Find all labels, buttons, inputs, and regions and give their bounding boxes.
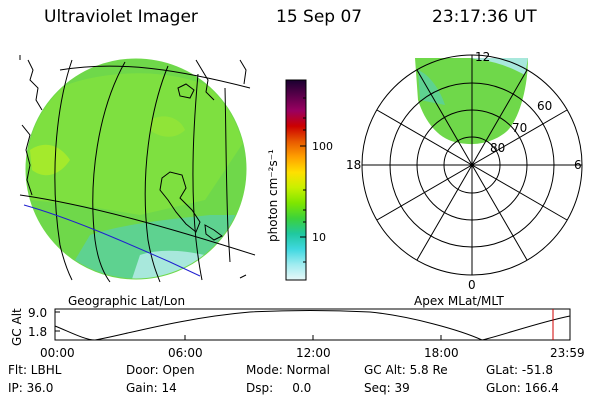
geo-map-label: Geographic Lat/Lon <box>68 294 185 308</box>
mlt-label-6: 6 <box>574 158 582 172</box>
instrument-title: Ultraviolet Imager <box>44 7 198 27</box>
glon-status: GLon: 166.4 <box>486 381 559 395</box>
seq-status: Seq: 39 <box>364 381 410 395</box>
observation-date: 15 Sep 07 <box>276 7 363 27</box>
mlt-label-18: 18 <box>346 158 361 172</box>
colorbar-tick-100: 100 <box>312 140 333 153</box>
alt-tick-9: 9.0 <box>28 306 47 320</box>
colorbar-tick-10: 10 <box>312 231 326 244</box>
door-status: Door: Open <box>126 363 195 377</box>
alt-ylabel: GC Alt <box>10 308 24 346</box>
altitude-curve <box>54 310 571 341</box>
time-tick-0000: 00:00 <box>40 346 75 360</box>
colorbar: 100 10 photon cm⁻²s⁻¹ <box>266 79 333 281</box>
polar-plot: 12 18 6 0 60 70 80 <box>346 50 583 292</box>
time-tick-1800: 18:00 <box>424 346 459 360</box>
time-tick-0600: 06:00 <box>168 346 203 360</box>
time-tick-2359: 23:59 <box>550 346 585 360</box>
dsp-status: Dsp: 0.0 <box>246 381 312 395</box>
geographic-map <box>19 55 256 283</box>
alt-tick-1-8: 1.8 <box>28 325 47 339</box>
mlt-label-12: 12 <box>475 50 490 64</box>
mode-status: Mode: Normal <box>246 363 330 377</box>
colorbar-unit-label: photon cm⁻²s⁻¹ <box>266 149 280 242</box>
mlat-label-70: 70 <box>512 121 527 135</box>
mlat-label-80: 80 <box>490 141 505 155</box>
glat-status: GLat: -51.8 <box>486 363 553 377</box>
colorbar-scale <box>285 79 307 281</box>
gain-status: Gain: 14 <box>126 381 177 395</box>
polar-map-label: Apex MLat/MLT <box>414 294 504 308</box>
ip-status: IP: 36.0 <box>8 381 54 395</box>
time-tick-1200: 12:00 <box>296 346 331 360</box>
observation-time: 23:17:36 UT <box>432 7 537 27</box>
altitude-plot: Geographic Lat/Lon Apex MLat/MLT 9.0 1.8… <box>10 294 585 360</box>
mlat-label-60: 60 <box>537 99 552 113</box>
filter-status: Flt: LBHL <box>8 363 62 377</box>
gc-alt-status: GC Alt: 5.8 Re <box>364 363 448 377</box>
mlt-label-0: 0 <box>468 278 476 292</box>
